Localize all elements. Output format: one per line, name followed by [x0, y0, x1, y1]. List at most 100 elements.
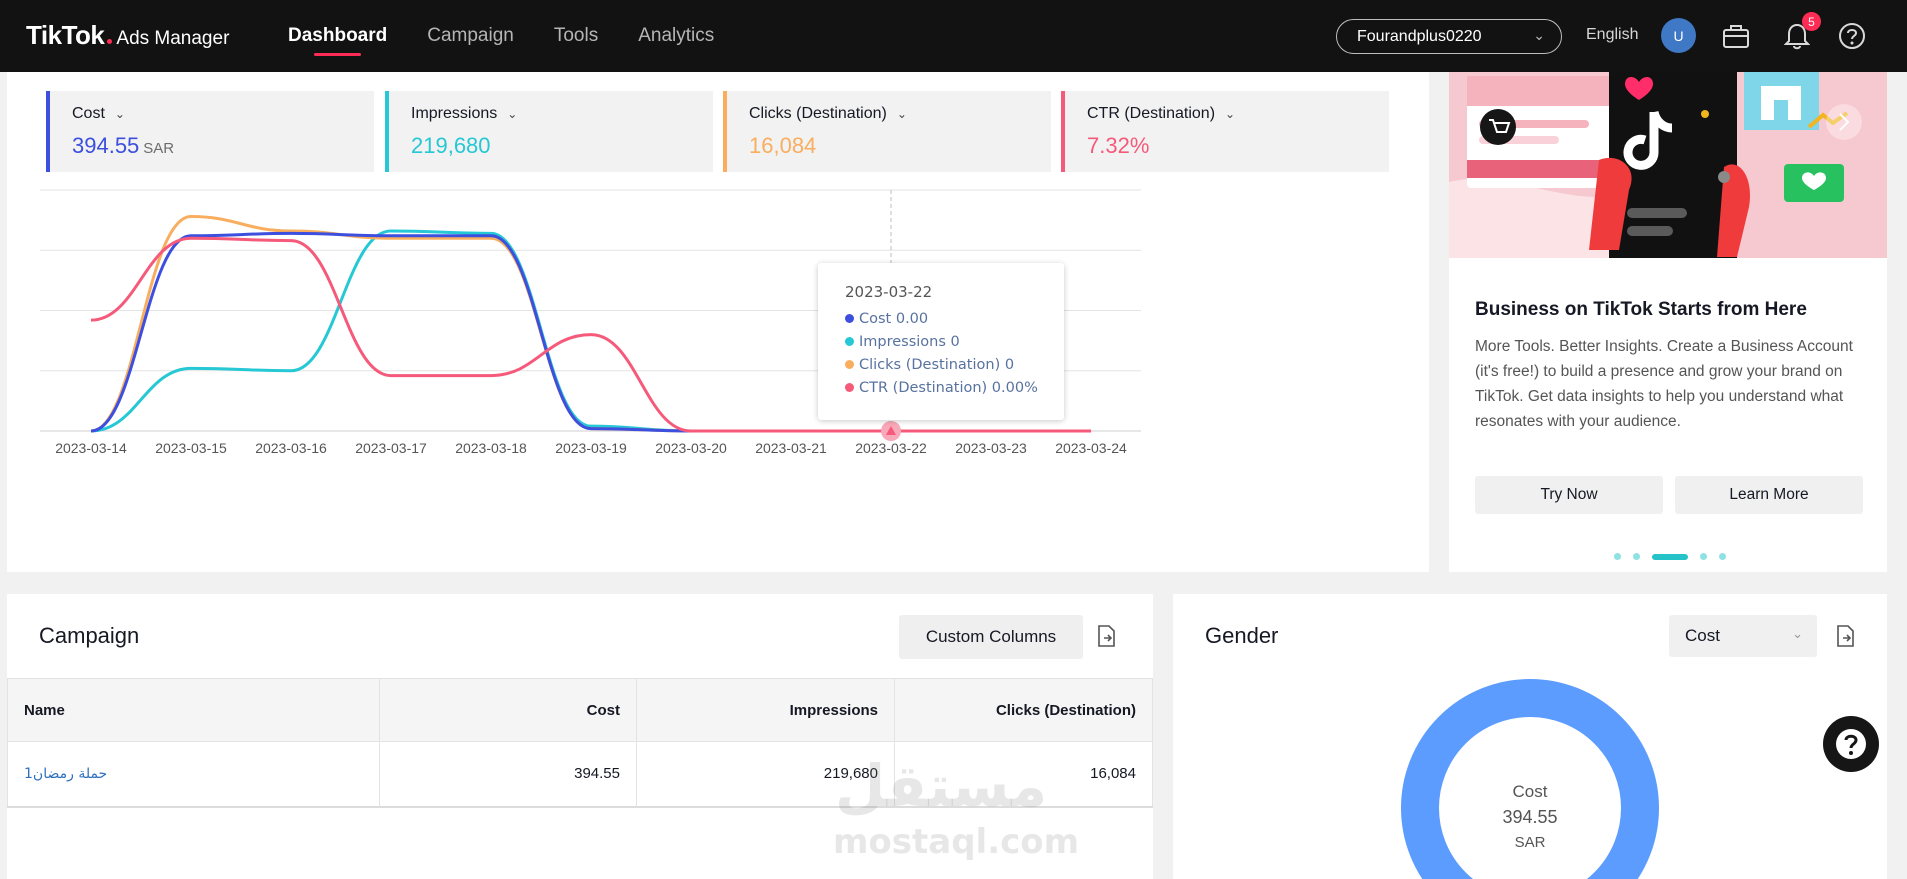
- donut-center-unit: SAR: [1514, 834, 1546, 851]
- gender-donut-chart: [1401, 679, 1659, 879]
- top-navigation-bar: TikTok Ads Manager Dashboard Campaign To…: [0, 0, 1907, 72]
- try-now-button[interactable]: Try Now: [1475, 476, 1663, 514]
- watermark-latin: mostaql.com: [833, 822, 1080, 862]
- column-header-clicks[interactable]: Clicks (Destination): [894, 678, 1153, 742]
- floating-help-button[interactable]: [1823, 716, 1879, 772]
- learn-more-button[interactable]: Learn More: [1675, 476, 1863, 514]
- promo-description: More Tools. Better Insights. Create a Bu…: [1475, 338, 1853, 430]
- cell-impressions: 219,680: [636, 741, 895, 808]
- legend-swatch: [845, 314, 854, 323]
- help-icon: [1836, 729, 1866, 759]
- kpi-unit: SAR: [143, 140, 175, 157]
- column-header-name[interactable]: Name: [7, 678, 380, 742]
- account-selector[interactable]: Fourandplus0220 ⌄: [1336, 19, 1562, 54]
- nav-dashboard[interactable]: Dashboard: [288, 0, 387, 72]
- x-tick-label: 2023-03-16: [255, 440, 327, 456]
- donut-center-value: 394.55: [1502, 807, 1558, 827]
- carousel-dot[interactable]: [1700, 553, 1707, 560]
- kpi-card-clicks[interactable]: Clicks (Destination) ⌄ 16,084: [723, 91, 1051, 172]
- tooltip-label: Cost 0.00: [859, 310, 929, 327]
- main-nav: Dashboard Campaign Tools Analytics: [288, 0, 754, 72]
- carousel-indicators: [1614, 553, 1738, 560]
- custom-columns-button[interactable]: Custom Columns: [899, 615, 1083, 659]
- promo-card: Business on TikTok Starts from Here More…: [1449, 72, 1887, 572]
- kpi-value: 16,084: [749, 133, 817, 158]
- x-tick-label: 2023-03-21: [755, 440, 827, 456]
- export-icon[interactable]: [1096, 625, 1118, 647]
- x-tick-label: 2023-03-19: [555, 440, 627, 456]
- hover-point-marker-inner: [886, 426, 896, 435]
- kpi-value: 219,680: [411, 133, 491, 158]
- carousel-dot-active[interactable]: [1652, 553, 1688, 560]
- cell-name: حملة رمضان1: [7, 741, 380, 808]
- x-tick-label: 2023-03-23: [955, 440, 1027, 456]
- promo-title: Business on TikTok Starts from Here: [1475, 299, 1807, 320]
- kpi-title: Cost: [72, 105, 105, 122]
- chevron-down-icon: ⌄: [507, 107, 518, 121]
- metric-selector[interactable]: Cost ⌄: [1669, 615, 1817, 657]
- carousel-dot[interactable]: [1614, 553, 1621, 560]
- tooltip-label: Impressions 0: [859, 333, 960, 350]
- chevron-down-icon: ⌄: [896, 107, 907, 121]
- nav-campaign[interactable]: Campaign: [427, 25, 514, 46]
- legend-swatch: [845, 383, 854, 392]
- column-header-cost[interactable]: Cost: [379, 678, 637, 742]
- tooltip-label: CTR (Destination) 0.00%: [859, 379, 1038, 396]
- briefcase-icon[interactable]: [1720, 20, 1752, 52]
- x-tick-label: 2023-03-15: [155, 440, 227, 456]
- campaign-panel: Campaign Custom Columns Name Cost Impres…: [7, 594, 1153, 879]
- tooltip-row-cost: Cost 0.00: [845, 307, 1064, 330]
- bell-icon[interactable]: [1781, 20, 1813, 52]
- donut-segment-cost: [1401, 679, 1659, 879]
- campaign-link[interactable]: حملة رمضان1: [24, 766, 108, 783]
- tooltip-date: 2023-03-22: [845, 283, 933, 301]
- carousel-dot[interactable]: [1633, 553, 1640, 560]
- logo-dot: [107, 39, 113, 44]
- chevron-down-icon: ⌄: [1792, 626, 1803, 641]
- campaign-table: Name Cost Impressions Clicks (Destinatio…: [7, 678, 1153, 808]
- gender-panel: Gender Cost ⌄ Cost 394.55 SAR: [1173, 594, 1887, 879]
- promo-illustration: [1449, 72, 1887, 258]
- chart-tooltip: 2023-03-22 Cost 0.00 Impressions 0 Click…: [818, 263, 1064, 420]
- donut-center-label: Cost: [1512, 782, 1548, 801]
- x-tick-label: 2023-03-17: [355, 440, 427, 456]
- table-row: حملة رمضان1 394.55 219,680 16,084: [7, 741, 1153, 808]
- kpi-title: Impressions: [411, 105, 498, 122]
- chevron-down-icon: ⌄: [1533, 27, 1545, 43]
- kpi-card-cost[interactable]: Cost ⌄ 394.55 SAR: [46, 91, 374, 172]
- kpi-card-impressions[interactable]: Impressions ⌄ 219,680: [385, 91, 713, 172]
- x-tick-label: 2023-03-22: [855, 440, 927, 456]
- selected-metric: Cost: [1685, 626, 1720, 645]
- watermark-arabic: مستقل: [835, 752, 1048, 820]
- nav-analytics[interactable]: Analytics: [638, 25, 715, 46]
- kpi-title: Clicks (Destination): [749, 105, 887, 122]
- kpi-card-ctr[interactable]: CTR (Destination) ⌄ 7.32%: [1061, 91, 1389, 172]
- cell-cost: 394.55: [379, 741, 637, 808]
- tooltip-row-impressions: Impressions 0: [845, 330, 1064, 353]
- x-tick-label: 2023-03-20: [655, 440, 727, 456]
- carousel-dot[interactable]: [1719, 553, 1726, 560]
- tiktok-ads-manager-logo[interactable]: TikTok Ads Manager: [26, 20, 229, 51]
- panel-title: Campaign: [39, 623, 140, 648]
- kpi-value: 394.55: [72, 133, 140, 158]
- account-name: Fourandplus0220: [1357, 27, 1482, 45]
- x-tick-label: 2023-03-24: [1055, 440, 1127, 456]
- notification-count-badge: 5: [1802, 12, 1821, 31]
- chevron-down-icon: ⌄: [1225, 107, 1236, 121]
- export-icon[interactable]: [1835, 625, 1857, 647]
- help-icon[interactable]: [1836, 20, 1868, 52]
- nav-tools[interactable]: Tools: [553, 25, 599, 46]
- chevron-down-icon: ⌄: [114, 107, 125, 121]
- performance-line-chart: 2023-03-14 2023-03-15 2023-03-16 2023-03-17…: [40, 189, 1141, 456]
- kpi-title: CTR (Destination): [1087, 105, 1216, 122]
- language-switcher[interactable]: English: [1586, 26, 1639, 43]
- tooltip-row-clicks: Clicks (Destination) 0: [845, 353, 1064, 376]
- panel-title: Gender: [1205, 623, 1279, 648]
- legend-swatch: [845, 337, 854, 346]
- logo-brand: TikTok: [26, 20, 105, 50]
- kpi-value: 7.32%: [1087, 133, 1150, 158]
- tooltip-row-ctr: CTR (Destination) 0.00%: [845, 376, 1064, 399]
- avatar[interactable]: U: [1661, 18, 1696, 53]
- logo-product: Ads Manager: [116, 28, 230, 49]
- column-header-impressions[interactable]: Impressions: [636, 678, 895, 742]
